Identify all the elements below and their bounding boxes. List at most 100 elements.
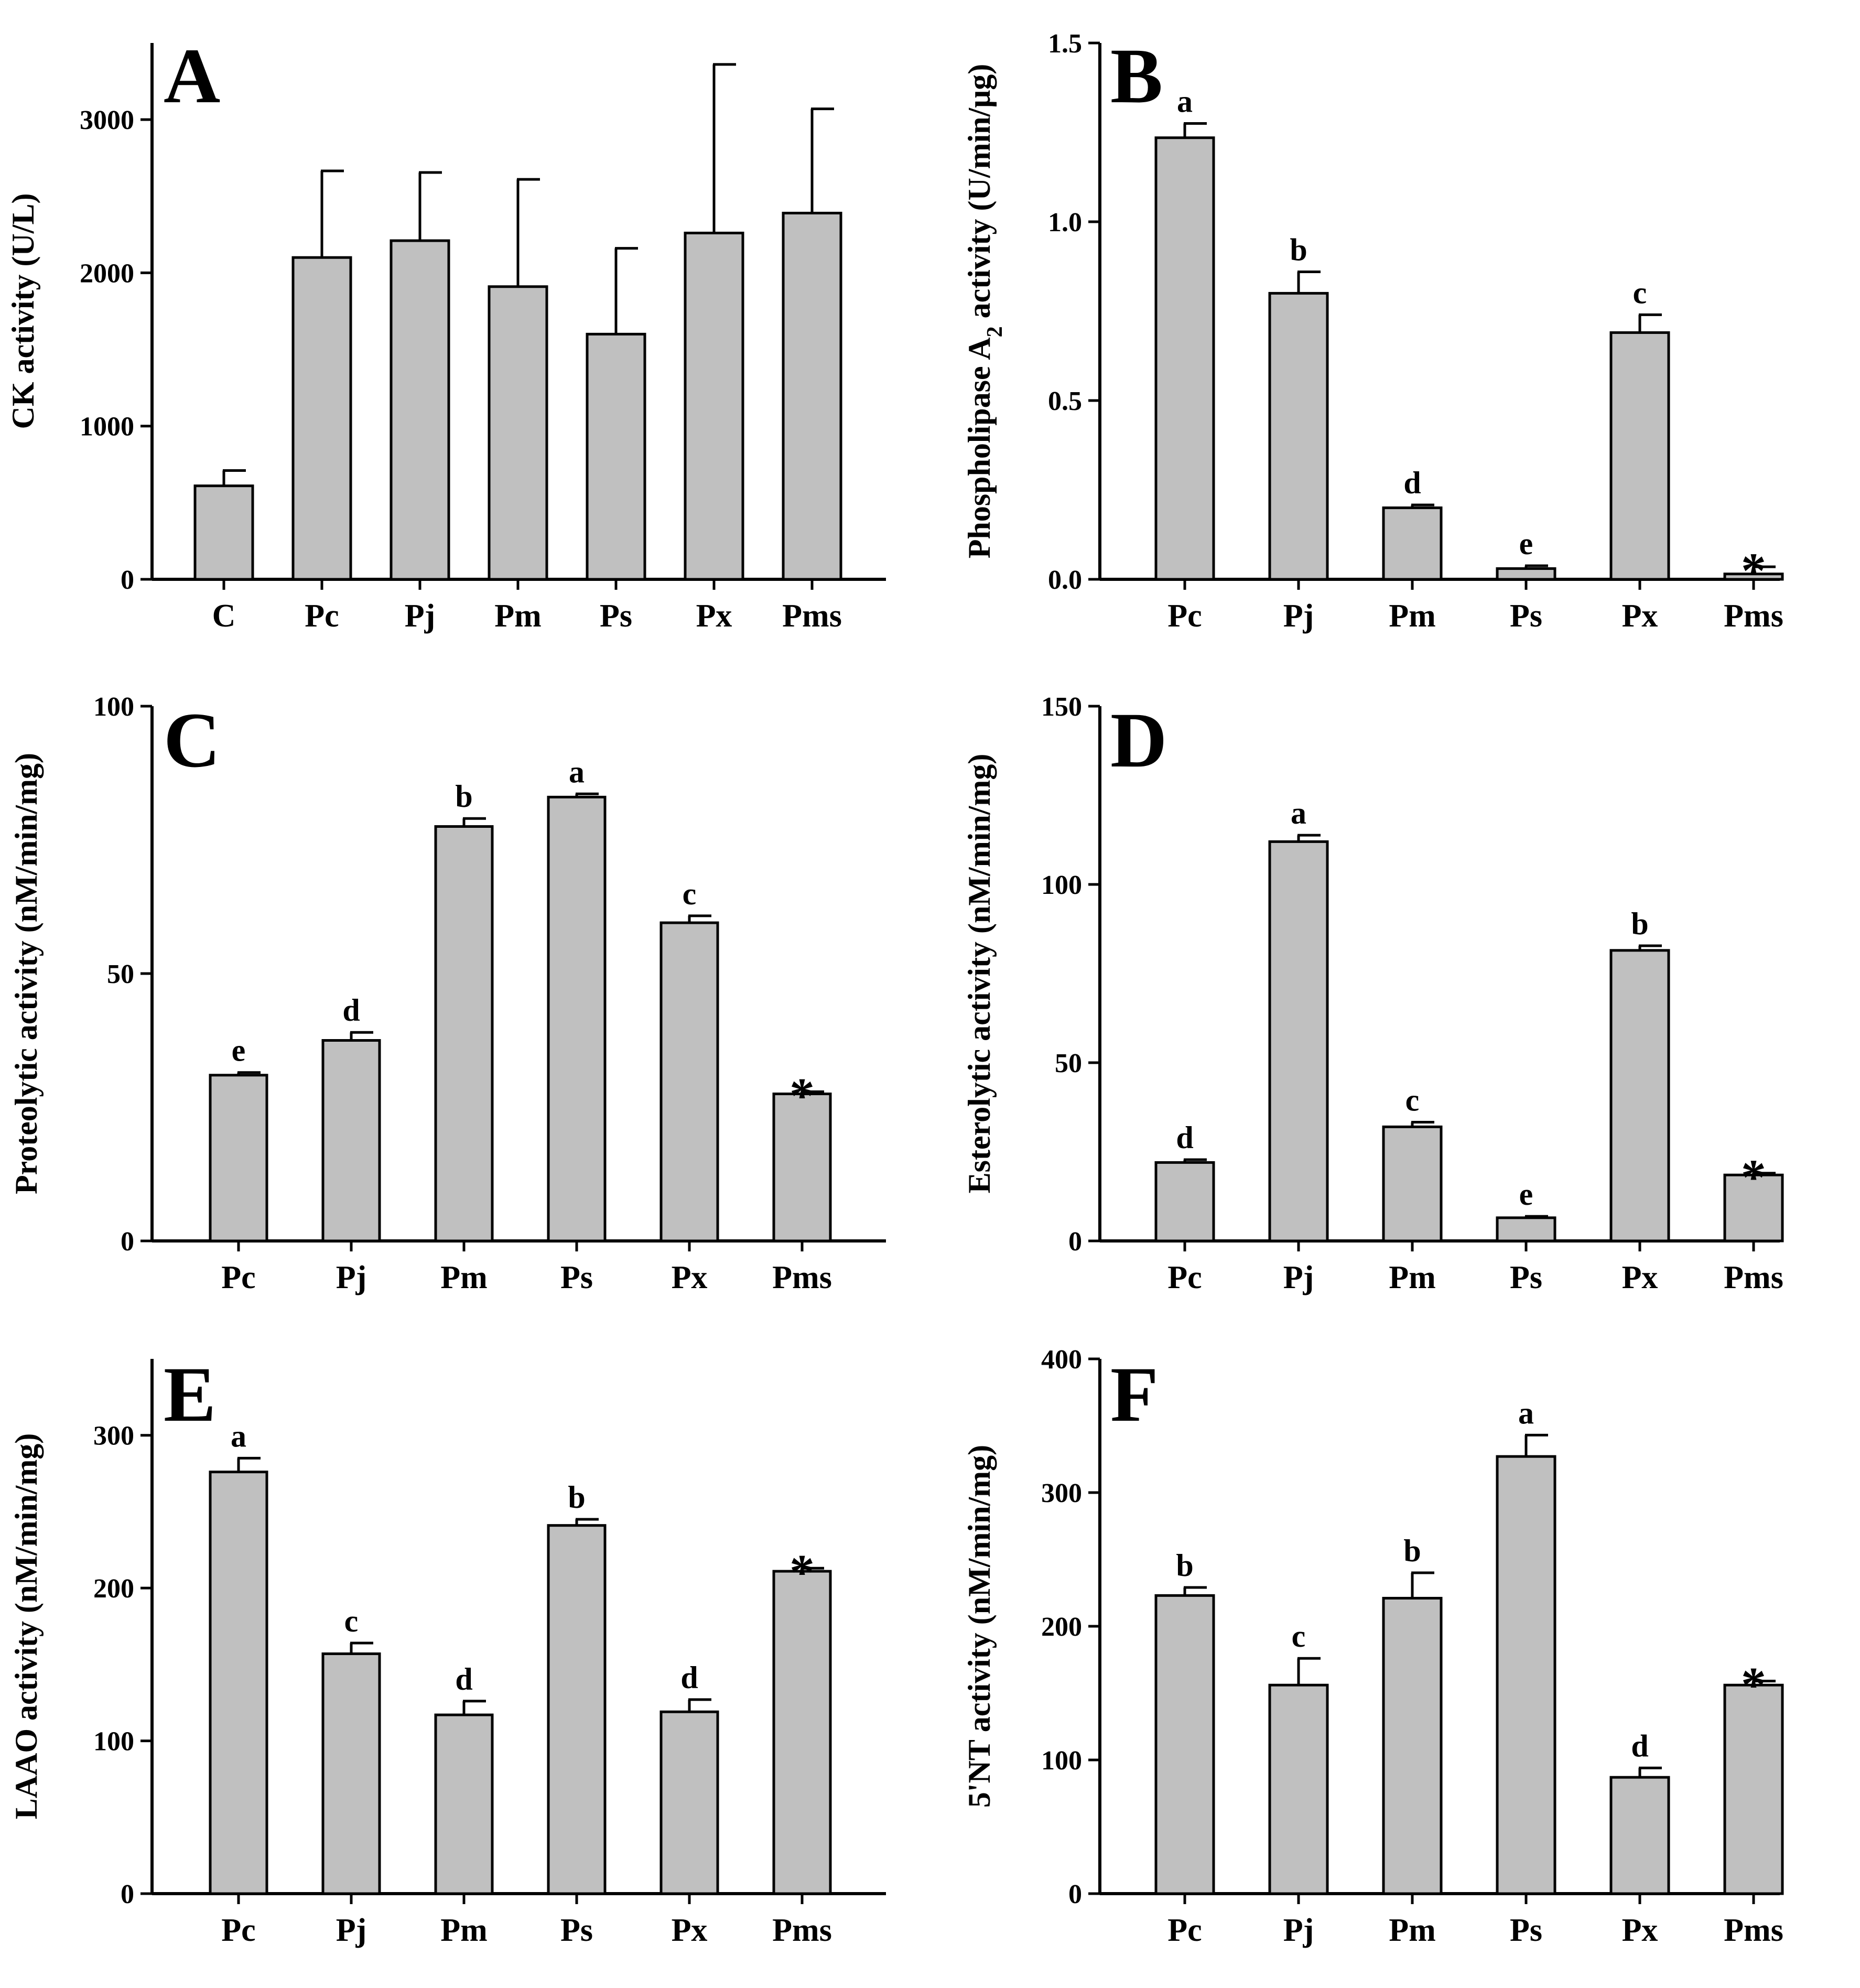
bar-px: [1609, 1776, 1670, 1895]
category-label: Pj: [336, 1260, 367, 1295]
category-label: Ps: [560, 1913, 593, 1948]
y-tick-label: 1.5: [1048, 29, 1082, 59]
y-tick-label: 0.5: [1048, 386, 1082, 416]
category-label: Pc: [1167, 1913, 1202, 1948]
category-label: Pms: [1724, 598, 1783, 634]
significance-label: b: [1176, 1548, 1193, 1583]
bar-pm: [1382, 1125, 1443, 1242]
category-label: Pc: [305, 598, 339, 634]
bar-pms: [1723, 1683, 1784, 1895]
bar-px: [659, 921, 719, 1242]
category-label: Pm: [1389, 1913, 1436, 1948]
panel-letter: B: [1110, 33, 1163, 120]
bar-pc: [1154, 1161, 1215, 1242]
panel-letter: C: [164, 697, 220, 784]
category-label: Pc: [1167, 1260, 1202, 1295]
y-axis-title: CK activity (U/L): [6, 193, 40, 429]
significance-label: d: [1176, 1120, 1193, 1155]
category-label: Pm: [1389, 598, 1436, 634]
y-tick-label: 2000: [80, 258, 134, 288]
panel-e: 0 100 200 300 LAAO activity (nM/min/mg) E a Pc c…: [9, 1351, 886, 1948]
significance-label: a: [569, 754, 585, 789]
y-tick-label: 300: [93, 1421, 134, 1451]
y-tick-label: 100: [1041, 870, 1082, 900]
category-label: Px: [672, 1260, 708, 1295]
significance-label: b: [1290, 232, 1307, 267]
panel-f: 0 100 200 300 400 5'NT activity (nM/min/mg) Fb…: [962, 1345, 1784, 1948]
category-label: Pms: [782, 598, 842, 634]
bar-ps: [1496, 1216, 1556, 1242]
category-label: Pc: [221, 1913, 255, 1948]
bar-pj: [390, 239, 450, 581]
category-label: Ps: [1510, 598, 1542, 634]
significance-label: *: [790, 1067, 815, 1123]
significance-label: e: [1519, 1177, 1533, 1212]
y-tick-label: 0: [121, 1227, 134, 1257]
y-tick-label: 0: [1068, 1227, 1082, 1257]
bar-ps: [1496, 1455, 1556, 1895]
panel-letter: E: [164, 1351, 216, 1438]
category-label: Ps: [1510, 1260, 1542, 1295]
bar-pms: [1723, 1173, 1784, 1242]
bar-pm: [1382, 1596, 1443, 1895]
y-axis-title: Proteolytic activity (nM/min/mg): [9, 753, 44, 1194]
category-label: Pms: [1724, 1913, 1783, 1948]
bar-pj: [1268, 1683, 1329, 1895]
bar-pj: [321, 1652, 381, 1895]
panel-b: 0.0 0.5 1.0 1.5 Phospholipase A2 activity (U…: [962, 29, 1784, 634]
y-tick-label: 200: [1041, 1612, 1082, 1642]
bar-px: [684, 231, 744, 581]
significance-label: *: [790, 1544, 815, 1600]
category-label: Ps: [1510, 1913, 1542, 1948]
significance-label: b: [1403, 1533, 1421, 1568]
bar-pc: [1154, 136, 1215, 581]
category-label: Pms: [1724, 1260, 1783, 1295]
bar-ps: [586, 332, 646, 581]
significance-label: e: [232, 1033, 246, 1068]
bar-pc: [209, 1074, 268, 1242]
category-label: Pj: [1283, 1913, 1314, 1948]
bar-pms: [772, 1093, 832, 1242]
category-label: Px: [1622, 1913, 1658, 1948]
y-tick-label: 400: [1041, 1345, 1082, 1375]
significance-label: c: [344, 1604, 359, 1638]
significance-label: d: [680, 1660, 698, 1695]
significance-label: c: [683, 877, 697, 911]
y-tick-label: 50: [107, 959, 134, 989]
significance-label: d: [1403, 466, 1421, 500]
y-tick-label: 1000: [80, 412, 134, 442]
significance-label: e: [1519, 526, 1533, 561]
category-label: Pj: [336, 1913, 367, 1948]
category-label: Px: [696, 598, 732, 634]
bar-pms: [782, 211, 842, 581]
bar-ps: [1496, 567, 1556, 581]
category-label: Px: [1622, 598, 1658, 634]
y-tick-label: 0.0: [1048, 565, 1082, 595]
y-tick-label: 1.0: [1048, 208, 1082, 237]
bar-px: [659, 1710, 719, 1895]
bar-ps: [547, 1524, 607, 1895]
category-label: Ps: [600, 598, 632, 634]
category-label: Px: [1622, 1260, 1658, 1295]
significance-label: b: [455, 779, 472, 814]
bar-c: [193, 484, 254, 581]
category-label: Pj: [405, 598, 436, 634]
y-axis-title: 5'NT activity (nM/min/mg): [962, 1445, 997, 1808]
significance-label: c: [1405, 1083, 1420, 1118]
category-label: Pj: [1283, 598, 1314, 634]
significance-label: *: [1741, 1657, 1766, 1713]
panel-letter: D: [1110, 697, 1167, 784]
category-label: Pc: [1167, 598, 1202, 634]
y-tick-label: 100: [93, 692, 134, 722]
panel-letter: F: [1110, 1351, 1159, 1438]
bar-pc: [291, 256, 352, 581]
significance-label: c: [1633, 275, 1647, 310]
significance-label: c: [1292, 1619, 1306, 1654]
bar-pj: [321, 1039, 381, 1242]
bar-pc: [1154, 1594, 1215, 1895]
y-tick-label: 100: [1041, 1746, 1082, 1776]
panel-a: 0 1000 2000 3000 CK activity (U/L) A C Pc Pj Pm Ps…: [6, 33, 886, 634]
category-label: C: [212, 598, 236, 634]
significance-label: d: [455, 1662, 472, 1697]
